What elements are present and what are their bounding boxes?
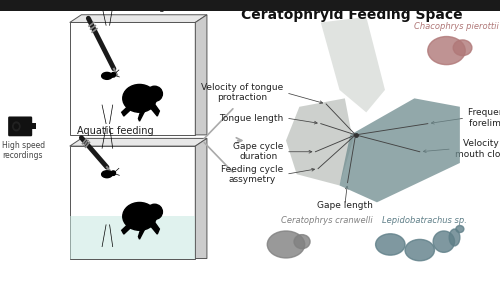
- FancyBboxPatch shape: [0, 0, 232, 11]
- Text: Ceratophrys cranwelli: Ceratophrys cranwelli: [280, 216, 372, 225]
- Text: Tongue length: Tongue length: [219, 114, 284, 123]
- Ellipse shape: [294, 235, 310, 249]
- Ellipse shape: [123, 202, 156, 230]
- Ellipse shape: [449, 229, 460, 246]
- FancyBboxPatch shape: [70, 216, 196, 259]
- Ellipse shape: [433, 231, 454, 252]
- Text: Feeding cycle
assymetry: Feeding cycle assymetry: [221, 164, 284, 184]
- Polygon shape: [122, 221, 133, 234]
- Text: Terrestrial feeding: Terrestrial feeding: [76, 2, 165, 12]
- Ellipse shape: [405, 239, 434, 261]
- Polygon shape: [138, 226, 144, 239]
- FancyBboxPatch shape: [232, 0, 500, 11]
- Ellipse shape: [376, 234, 405, 255]
- Text: Frequence of
forelimb use: Frequence of forelimb use: [468, 108, 500, 128]
- Polygon shape: [70, 15, 207, 22]
- Polygon shape: [150, 102, 160, 116]
- Text: High speed
recordings: High speed recordings: [2, 140, 46, 160]
- Text: Chacophrys pierottii: Chacophrys pierottii: [414, 22, 500, 31]
- Ellipse shape: [146, 204, 162, 219]
- Polygon shape: [138, 108, 144, 121]
- Text: Ceratophryid Feeding Space: Ceratophryid Feeding Space: [240, 8, 462, 22]
- Polygon shape: [286, 98, 353, 185]
- FancyBboxPatch shape: [70, 22, 196, 135]
- Ellipse shape: [111, 171, 116, 175]
- Text: Gape length: Gape length: [317, 201, 373, 210]
- Polygon shape: [340, 98, 460, 202]
- Ellipse shape: [146, 86, 162, 101]
- Text: Lepidobatrachus sp.: Lepidobatrachus sp.: [382, 216, 467, 225]
- Text: Velocity of
mouth closing: Velocity of mouth closing: [454, 139, 500, 159]
- Polygon shape: [321, 17, 385, 112]
- Ellipse shape: [111, 72, 116, 77]
- Ellipse shape: [123, 84, 156, 112]
- Ellipse shape: [456, 225, 464, 233]
- Ellipse shape: [102, 72, 112, 79]
- Polygon shape: [70, 138, 207, 146]
- Circle shape: [22, 119, 28, 125]
- FancyBboxPatch shape: [31, 123, 36, 130]
- Ellipse shape: [268, 231, 304, 258]
- Polygon shape: [196, 138, 207, 259]
- Text: Velocity of tongue
protraction: Velocity of tongue protraction: [201, 83, 283, 103]
- FancyBboxPatch shape: [70, 146, 196, 259]
- Text: Gape cycle
duration: Gape cycle duration: [233, 142, 283, 162]
- Ellipse shape: [428, 37, 465, 65]
- FancyBboxPatch shape: [8, 117, 32, 136]
- Polygon shape: [150, 220, 160, 234]
- Polygon shape: [122, 103, 133, 116]
- Circle shape: [14, 124, 18, 129]
- Ellipse shape: [102, 171, 112, 178]
- Text: Aquatic feeding: Aquatic feeding: [76, 126, 154, 135]
- Circle shape: [11, 120, 22, 133]
- Polygon shape: [196, 15, 207, 135]
- Circle shape: [13, 122, 20, 131]
- Ellipse shape: [453, 40, 472, 56]
